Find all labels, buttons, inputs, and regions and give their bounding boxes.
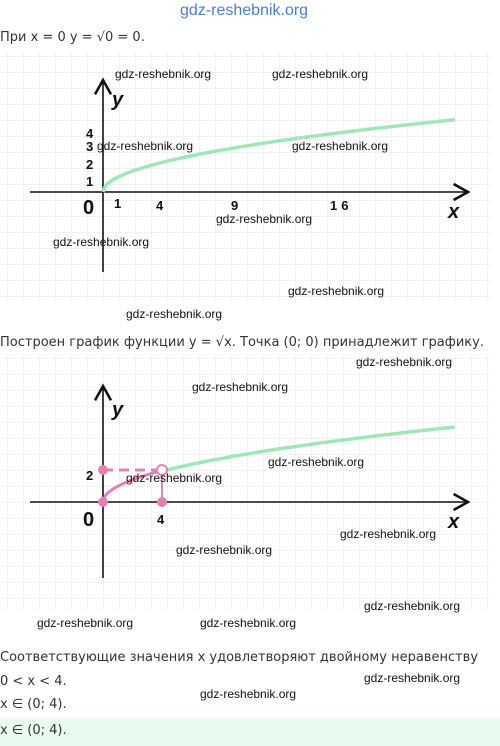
y-label: 3 [86,139,93,154]
x-label: 1 [114,196,121,211]
graph-2: y x 0 4 2 [0,356,490,610]
x-label: 9 [231,198,238,213]
watermark: gdz-reshebnik.org [176,543,273,557]
y-label: 1 [86,174,93,189]
site-header: gdz-reshebnik.org [180,2,309,19]
watermark: gdz-reshebnik.org [126,307,223,321]
text-line: x ∈ (0; 4). [0,697,67,712]
y-label: 4 [86,126,94,141]
watermark: gdz-reshebnik.org [192,380,289,394]
text-line: При x = 0 y = √0 = 0. [0,30,145,45]
origin-label: 0 [83,197,94,219]
watermark: gdz-reshebnik.org [115,67,212,81]
graph-1: y x 0 1 4 9 16 1 2 3 4 [0,52,490,302]
watermark: gdz-reshebnik.org [216,212,313,226]
watermark: gdz-reshebnik.org [200,616,297,630]
watermark: gdz-reshebnik.org [126,471,223,485]
y-label: 2 [86,468,93,483]
axis-label: y [111,399,124,421]
text-line: Соответствующие значения x удовлетворяют… [0,650,479,689]
watermark: gdz-reshebnik.org [364,599,461,613]
answer-line: x ∈ (0; 4). [0,723,67,738]
watermark: gdz-reshebnik.org [53,235,150,249]
watermark: gdz-reshebnik.org [97,139,194,153]
x-label: 4 [157,512,165,527]
text-line: Построен график функции y = √x. Точка (0… [0,335,484,350]
x-label: 4 [156,198,164,213]
y-label: 2 [86,157,93,172]
origin-label: 0 [83,509,94,531]
x-label: 16 [330,198,352,213]
watermark: gdz-reshebnik.org [37,616,134,630]
watermark: gdz-reshebnik.org [200,687,297,701]
watermark: gdz-reshebnik.org [340,527,437,541]
watermark: gdz-reshebnik.org [272,67,369,81]
axis-label: x [447,511,460,533]
watermark: gdz-reshebnik.org [268,455,365,469]
watermark: gdz-reshebnik.org [288,284,385,298]
watermark: gdz-reshebnik.org [292,139,389,153]
axis-label: x [447,201,460,223]
watermark: gdz-reshebnik.org [364,671,461,685]
answer-band [0,718,500,746]
axis-label: y [111,89,124,111]
watermark: gdz-reshebnik.org [356,355,453,369]
